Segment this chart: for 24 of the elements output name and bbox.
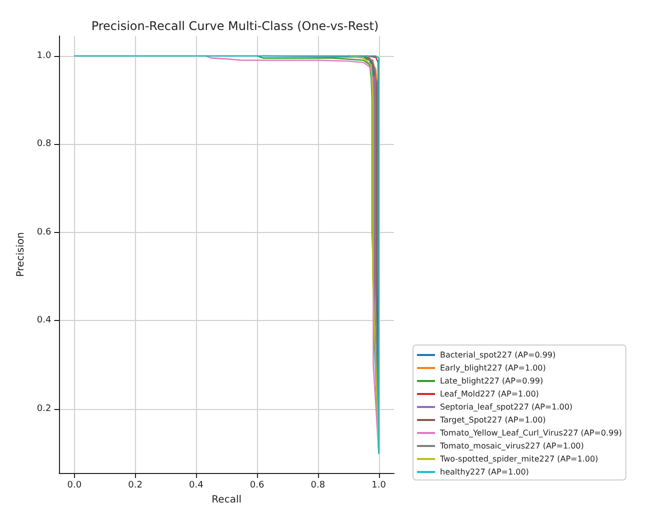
legend-label: Septoria_leaf_spot227 (AP=1.00): [440, 402, 573, 412]
x-tick-label: 0.8: [310, 480, 326, 490]
legend-label: Target_Spot227 (AP=1.00): [439, 416, 546, 424]
x-tick-label: 0.4: [189, 480, 204, 490]
legend-label: Late_blight227 (AP=0.99): [440, 376, 544, 386]
legend-label: Early_blight227 (AP=1.00): [440, 364, 546, 372]
x-tick-label: 1.0: [372, 480, 386, 490]
x-tick-label: 0.6: [250, 480, 264, 490]
y-axis-title: Precision: [16, 232, 26, 277]
legend-label: Bacterial_spot227 (AP=0.99): [440, 350, 556, 360]
chart-title: Precision-Recall Curve Multi-Class (One-vs-Rest): [91, 19, 379, 33]
y-tick-label: 0.2: [36, 404, 52, 414]
legend-label: Leaf_Mold227 (AP=1.00): [440, 390, 539, 398]
legend-label: Two-spotted_spider_mite227 (AP=1.00): [439, 454, 598, 464]
legend-label: healthy227 (AP=1.00): [440, 468, 529, 476]
legend-label: Tomato_Yellow_Leaf_Curl_Virus227 (AP=0.99): [439, 428, 622, 438]
y-tick-label: 0.4: [36, 316, 52, 326]
y-tick-label: 0.6: [36, 227, 52, 238]
x-axis-title: Recall: [212, 494, 242, 506]
y-tick-label: 1.0: [36, 50, 52, 61]
y-tick-label: 0.8: [36, 139, 52, 150]
legend-label: Tomato_mosaic_virus227 (AP=1.00): [439, 442, 584, 450]
x-tick-label: 0.2: [128, 480, 142, 490]
x-tick-label: 0.0: [67, 480, 82, 490]
